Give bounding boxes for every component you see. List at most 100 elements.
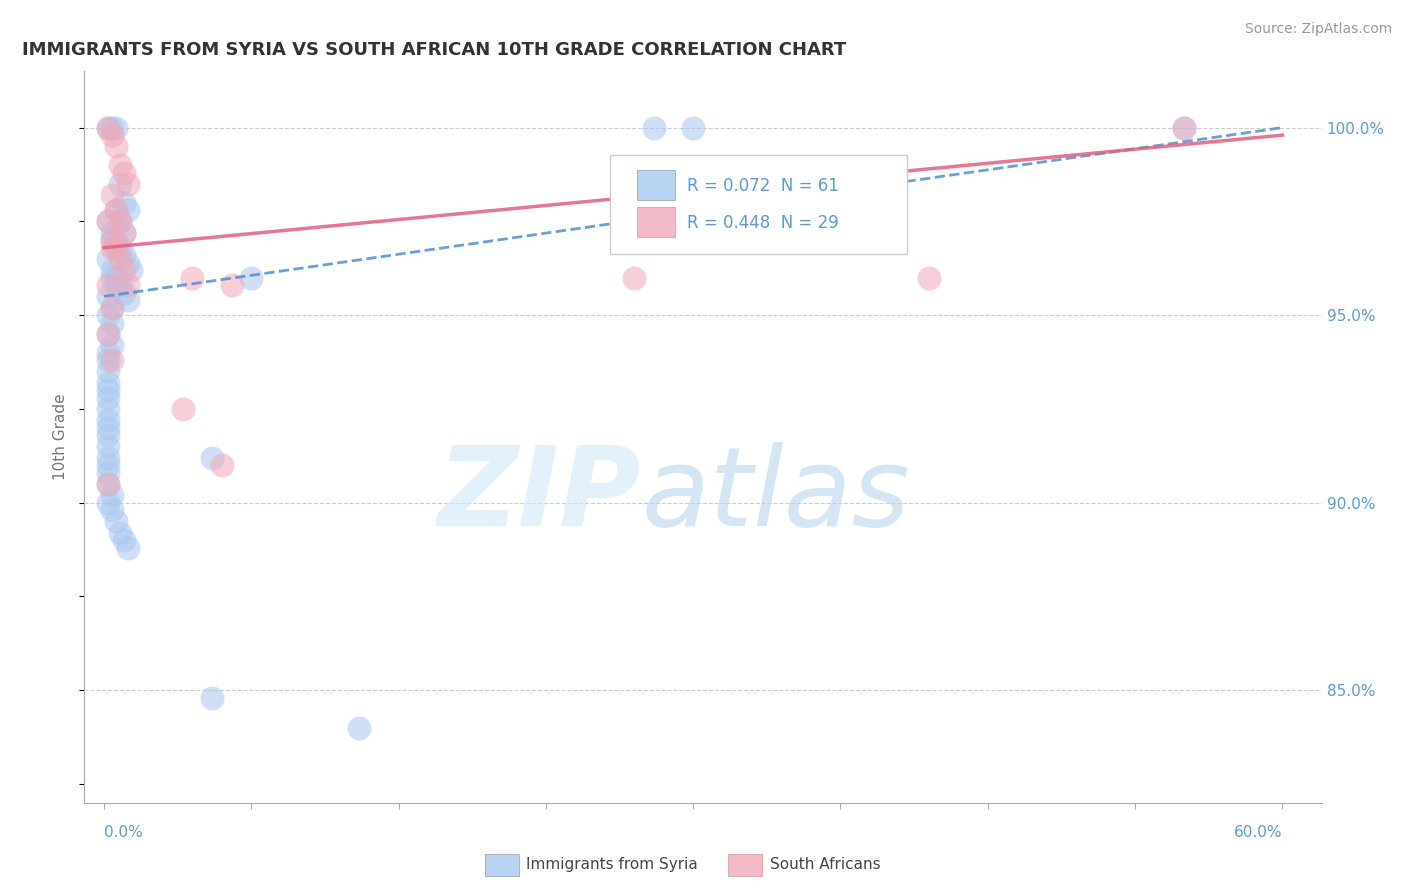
Point — [97, 120, 120, 135]
Point — [104, 241, 127, 255]
Point — [108, 214, 131, 228]
Point — [1173, 120, 1195, 135]
Point — [104, 139, 127, 153]
Point — [240, 270, 263, 285]
Point — [112, 226, 135, 240]
Point — [97, 450, 120, 465]
Point — [112, 195, 135, 210]
Point — [97, 383, 120, 397]
Point — [97, 214, 120, 228]
Point — [97, 420, 120, 434]
Point — [101, 241, 124, 255]
Point — [117, 278, 139, 293]
Point — [101, 301, 124, 315]
Point — [104, 203, 127, 218]
Text: Source: ZipAtlas.com: Source: ZipAtlas.com — [1244, 22, 1392, 37]
Point — [104, 241, 127, 255]
Point — [97, 278, 120, 293]
Text: 60.0%: 60.0% — [1234, 825, 1282, 840]
Point — [117, 293, 139, 308]
Point — [97, 289, 120, 303]
Point — [104, 203, 127, 218]
Point — [108, 214, 131, 228]
Point — [97, 308, 120, 322]
Point — [121, 263, 143, 277]
Point — [108, 252, 131, 266]
Point — [172, 401, 194, 416]
Point — [101, 226, 124, 240]
Point — [918, 270, 941, 285]
Point — [108, 158, 131, 172]
Point — [101, 338, 124, 352]
Text: ZIP: ZIP — [437, 442, 641, 549]
Point — [104, 278, 127, 293]
Point — [117, 541, 139, 555]
Point — [643, 120, 665, 135]
Point — [97, 466, 120, 480]
Point — [349, 721, 371, 735]
Point — [97, 364, 120, 378]
Text: R = 0.448  N = 29: R = 0.448 N = 29 — [688, 214, 838, 232]
Point — [201, 450, 224, 465]
Point — [117, 203, 139, 218]
Point — [112, 285, 135, 300]
Point — [112, 166, 135, 180]
FancyBboxPatch shape — [637, 170, 675, 200]
Point — [104, 233, 127, 247]
Point — [101, 120, 124, 135]
Text: R = 0.072  N = 61: R = 0.072 N = 61 — [688, 178, 839, 195]
Point — [211, 458, 233, 473]
Text: IMMIGRANTS FROM SYRIA VS SOUTH AFRICAN 10TH GRADE CORRELATION CHART: IMMIGRANTS FROM SYRIA VS SOUTH AFRICAN 1… — [22, 41, 846, 59]
FancyBboxPatch shape — [637, 207, 675, 236]
Point — [108, 241, 131, 255]
FancyBboxPatch shape — [610, 155, 907, 254]
Point — [112, 533, 135, 548]
Point — [97, 440, 120, 454]
Text: Immigrants from Syria: Immigrants from Syria — [526, 857, 697, 871]
Point — [97, 477, 120, 491]
Point — [108, 278, 131, 293]
Point — [101, 233, 124, 247]
Text: 0.0%: 0.0% — [104, 825, 143, 840]
Point — [97, 413, 120, 427]
Point — [101, 233, 124, 247]
Point — [117, 255, 139, 269]
Point — [97, 252, 120, 266]
Point — [101, 188, 124, 202]
Point — [97, 496, 120, 510]
Point — [101, 316, 124, 330]
Point — [97, 214, 120, 228]
Point — [97, 120, 120, 135]
Text: South Africans: South Africans — [770, 857, 882, 871]
Point — [108, 525, 131, 540]
Point — [101, 263, 124, 277]
Point — [623, 270, 645, 285]
Point — [97, 345, 120, 359]
Point — [104, 270, 127, 285]
Text: atlas: atlas — [641, 442, 910, 549]
Point — [104, 120, 127, 135]
Point — [1173, 120, 1195, 135]
Point — [97, 458, 120, 473]
Point — [201, 690, 224, 705]
Point — [97, 353, 120, 368]
Point — [117, 177, 139, 191]
Point — [108, 177, 131, 191]
Point — [97, 477, 120, 491]
Point — [97, 376, 120, 390]
Point — [112, 226, 135, 240]
Point — [112, 263, 135, 277]
Point — [101, 128, 124, 142]
Point — [101, 488, 124, 502]
Point — [101, 353, 124, 368]
Point — [97, 326, 120, 341]
Point — [104, 515, 127, 529]
Point — [97, 428, 120, 442]
Point — [101, 301, 124, 315]
Point — [101, 503, 124, 517]
Point — [101, 270, 124, 285]
Point — [181, 270, 204, 285]
Point — [221, 278, 243, 293]
Point — [97, 401, 120, 416]
Y-axis label: 10th Grade: 10th Grade — [53, 393, 69, 481]
